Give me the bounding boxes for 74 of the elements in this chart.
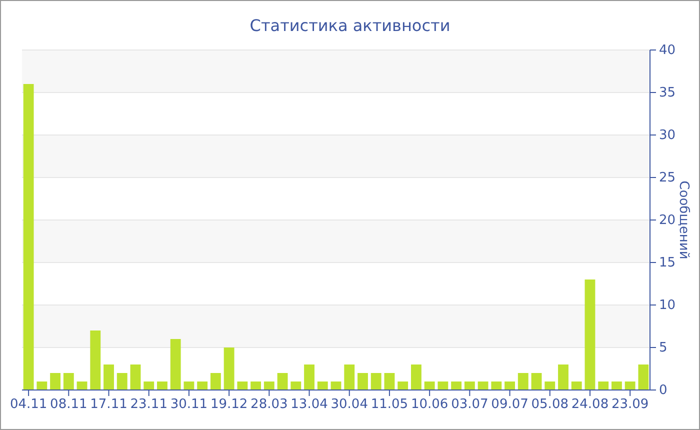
x-tick-label: 04.11: [10, 397, 48, 412]
bar: [76, 382, 88, 390]
x-tick-label: 08.11: [50, 397, 88, 412]
bar: [170, 339, 181, 390]
bar: [491, 382, 502, 390]
bar: [424, 382, 435, 390]
bar: [317, 382, 328, 390]
bar: [224, 348, 234, 390]
bar: [330, 382, 342, 390]
bar: [63, 373, 74, 390]
x-tick-label: 17.11: [90, 397, 128, 412]
bar: [104, 364, 114, 390]
bar: [438, 382, 448, 390]
bar: [210, 373, 221, 390]
bar: [544, 382, 556, 390]
x-tick-label: 23.09: [611, 397, 649, 412]
bar: [197, 382, 208, 390]
y-tick-label: 15: [659, 256, 676, 271]
bar: [638, 364, 649, 390]
bar: [184, 382, 194, 390]
y-tick-label: 20: [659, 213, 676, 228]
x-tick-label: 05.08: [531, 397, 568, 412]
x-tick-label: 10.06: [410, 397, 448, 412]
bar: [584, 280, 596, 390]
y-tick-label: 30: [659, 128, 676, 144]
x-tick-label: 09.07: [491, 397, 528, 412]
bar: [358, 373, 368, 390]
bar: [50, 373, 60, 390]
x-tick-label: 24.08: [571, 397, 609, 412]
bar: [290, 382, 302, 390]
bar: [116, 373, 128, 390]
bar: [130, 364, 141, 390]
bar: [518, 373, 528, 390]
y-tick-label: 40: [659, 43, 676, 58]
bar: [23, 84, 34, 390]
bar: [464, 382, 475, 390]
chart-title: Статистика активности: [250, 16, 450, 35]
bar: [624, 382, 636, 390]
y-tick-label: 25: [659, 170, 676, 186]
bar: [36, 382, 48, 390]
bar: [144, 382, 154, 390]
x-tick-label: 03.07: [451, 397, 488, 412]
y-tick-label: 10: [659, 298, 676, 314]
x-tick-label: 30.11: [170, 397, 208, 412]
y-tick-label: 0: [659, 383, 668, 398]
x-tick-label: 28.03: [250, 397, 288, 412]
bar: [598, 382, 609, 390]
bar: [264, 382, 274, 390]
bar: [478, 382, 488, 390]
bar: [370, 373, 382, 390]
bar: [504, 382, 515, 390]
bar: [90, 330, 101, 390]
x-tick-label: 23.11: [130, 397, 168, 412]
x-tick-label: 30.04: [330, 397, 368, 412]
y-tick-label: 35: [659, 86, 676, 101]
bar: [398, 382, 408, 390]
bar: [304, 364, 314, 390]
bar: [612, 382, 622, 390]
y-tick-label: 5: [659, 340, 668, 356]
bar: [344, 364, 355, 390]
bar: [410, 364, 422, 390]
y-axis-title: Сообщений: [676, 180, 691, 260]
bar: [531, 373, 542, 390]
bar: [250, 382, 262, 390]
bar: [277, 373, 288, 390]
bar: [237, 382, 248, 390]
bar: [571, 382, 582, 390]
bar: [157, 382, 168, 390]
x-tick-label: 19.12: [210, 397, 248, 412]
bar: [558, 364, 568, 390]
bar: [451, 382, 462, 390]
bar: [384, 373, 395, 390]
x-tick-label: 13.04: [290, 397, 328, 412]
x-tick-label: 11.05: [370, 397, 408, 412]
